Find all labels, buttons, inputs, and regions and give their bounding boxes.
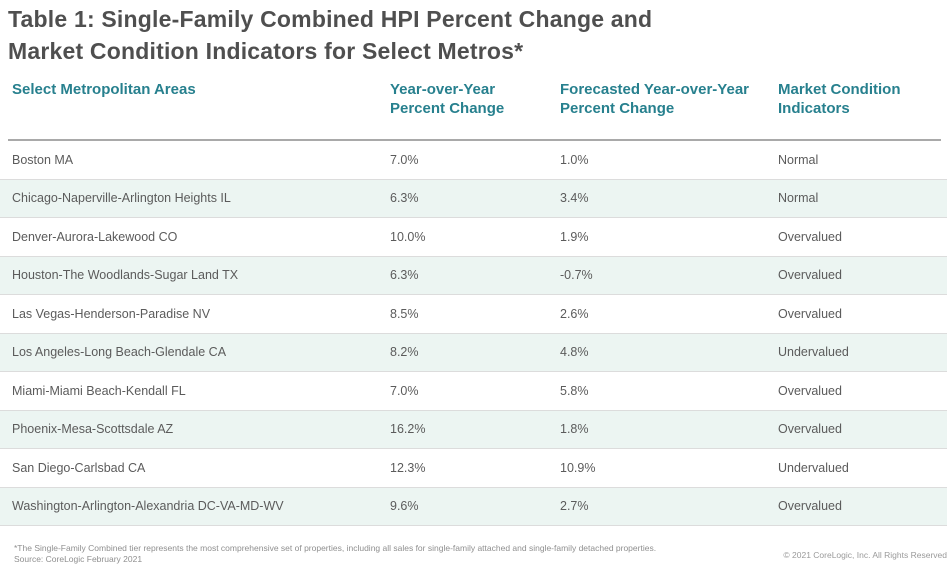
table-row: San Diego-Carlsbad CA 12.3% 10.9% Underv…: [0, 449, 947, 488]
source-text: Source: CoreLogic February 2021: [14, 554, 143, 564]
forecast-cell: -0.7%: [560, 268, 593, 283]
table-row: Denver-Aurora-Lakewood CO 10.0% 1.9% Ove…: [0, 218, 947, 257]
forecast-cell: 1.9%: [560, 229, 589, 244]
yoy-cell: 12.3%: [390, 460, 426, 475]
table-row: Washington-Arlington-Alexandria DC-VA-MD…: [0, 487, 947, 526]
column-header-yoy-percent-change: Year-over-Year Percent Change: [390, 81, 505, 117]
metro-cell: San Diego-Carlsbad CA: [12, 460, 146, 475]
table-row: Phoenix-Mesa-Scottsdale AZ 16.2% 1.8% Ov…: [0, 410, 947, 449]
forecast-cell: 1.0%: [560, 152, 589, 167]
table-title-line2: Market Condition Indicators for Select M…: [8, 38, 524, 64]
indicator-cell: Overvalued: [778, 499, 842, 514]
column-header-metro-areas: Select Metropolitan Areas: [12, 81, 196, 98]
metro-cell: Phoenix-Mesa-Scottsdale AZ: [12, 422, 174, 437]
table-row: Boston MA 7.0% 1.0% Normal: [0, 141, 947, 180]
table-row: Miami-Miami Beach-Kendall FL 7.0% 5.8% O…: [0, 372, 947, 411]
yoy-cell: 7.0%: [390, 383, 419, 398]
yoy-cell: 10.0%: [390, 229, 426, 244]
forecast-cell: 2.7%: [560, 499, 589, 514]
header-divider: [8, 139, 941, 141]
indicator-cell: Normal: [778, 152, 819, 167]
forecast-cell: 5.8%: [560, 383, 589, 398]
indicator-cell: Overvalued: [778, 268, 842, 283]
table-row: Chicago-Naperville-Arlington Heights IL …: [0, 179, 947, 218]
yoy-cell: 8.5%: [390, 306, 419, 321]
copyright-text: © 2021 CoreLogic, Inc. All Rights Reserv…: [783, 550, 947, 560]
indicator-cell: Overvalued: [778, 422, 842, 437]
metro-cell: Denver-Aurora-Lakewood CO: [12, 229, 178, 244]
metro-cell: Chicago-Naperville-Arlington Heights IL: [12, 191, 231, 206]
yoy-cell: 9.6%: [390, 499, 419, 514]
table-title-line1: Table 1: Single-Family Combined HPI Perc…: [8, 6, 653, 32]
footnote-text: *The Single-Family Combined tier represe…: [14, 543, 657, 553]
indicator-cell: Overvalued: [778, 229, 842, 244]
metro-cell: Houston-The Woodlands-Sugar Land TX: [12, 268, 239, 283]
indicator-cell: Undervalued: [778, 460, 849, 475]
forecast-cell: 3.4%: [560, 191, 589, 206]
indicator-cell: Undervalued: [778, 345, 849, 360]
table-body: Boston MA 7.0% 1.0% Normal Chicago-Naper…: [0, 141, 947, 526]
column-header-forecasted-yoy-percent-change: Forecasted Year-over-Year Percent Change: [560, 81, 750, 117]
indicator-cell: Overvalued: [778, 306, 842, 321]
metro-cell: Los Angeles-Long Beach-Glendale CA: [12, 345, 227, 360]
yoy-cell: 6.3%: [390, 268, 419, 283]
column-header-market-condition-indicators: Market Condition Indicators: [778, 81, 901, 117]
forecast-cell: 10.9%: [560, 460, 596, 475]
forecast-cell: 2.6%: [560, 306, 589, 321]
yoy-cell: 16.2%: [390, 422, 426, 437]
metro-cell: Miami-Miami Beach-Kendall FL: [12, 383, 186, 398]
yoy-cell: 7.0%: [390, 152, 419, 167]
metro-cell: Las Vegas-Henderson-Paradise NV: [12, 306, 211, 321]
table-row: Las Vegas-Henderson-Paradise NV 8.5% 2.6…: [0, 295, 947, 334]
yoy-cell: 8.2%: [390, 345, 419, 360]
table-row: Houston-The Woodlands-Sugar Land TX 6.3%…: [0, 256, 947, 295]
table-title: Table 1: Single-Family Combined HPI Perc…: [8, 3, 652, 67]
forecast-cell: 1.8%: [560, 422, 589, 437]
metro-cell: Boston MA: [12, 152, 74, 167]
forecast-cell: 4.8%: [560, 345, 589, 360]
indicator-cell: Overvalued: [778, 383, 842, 398]
table-row: Los Angeles-Long Beach-Glendale CA 8.2% …: [0, 333, 947, 372]
indicator-cell: Normal: [778, 191, 819, 206]
metro-cell: Washington-Arlington-Alexandria DC-VA-MD…: [12, 499, 284, 514]
yoy-cell: 6.3%: [390, 191, 419, 206]
